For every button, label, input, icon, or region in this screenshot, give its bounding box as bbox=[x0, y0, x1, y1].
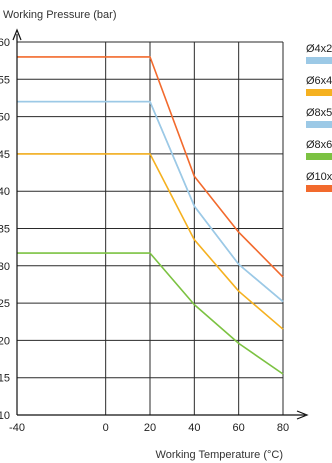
x-axis-arrow bbox=[296, 410, 309, 420]
tick-labels: 10 15 20 25 30 35 40 45 50 55 60 -40 0 20 40 60 80 bbox=[0, 37, 289, 434]
legend-label: Ø4x2 bbox=[306, 43, 332, 55]
y-tick-label: 50 bbox=[0, 112, 10, 124]
y-tick-label: 40 bbox=[0, 186, 10, 198]
legend-swatch bbox=[306, 89, 332, 96]
series-lines bbox=[17, 56, 284, 375]
series-line-4 bbox=[17, 252, 284, 375]
legend-swatch bbox=[306, 121, 332, 128]
y-tick-label: 45 bbox=[0, 149, 10, 161]
y-tick-label: 25 bbox=[0, 298, 10, 310]
y-tick-label: 35 bbox=[0, 224, 10, 236]
legend-label: Ø10x bbox=[306, 171, 332, 183]
x-tick-label: 60 bbox=[233, 422, 245, 434]
x-axis-title: Working Temperature (°C) bbox=[156, 449, 283, 461]
y-axis-title: Working Pressure (bar) bbox=[3, 9, 117, 21]
x-tick-label: 40 bbox=[188, 422, 200, 434]
y-tick-label: 30 bbox=[0, 261, 10, 273]
y-tick-label: 55 bbox=[0, 74, 10, 86]
y-tick-label: 60 bbox=[0, 37, 10, 49]
series-line-5 bbox=[17, 56, 284, 278]
x-tick-label: 20 bbox=[144, 422, 156, 434]
series-line-2 bbox=[17, 153, 284, 330]
legend-swatch bbox=[306, 153, 332, 160]
y-tick-label: 15 bbox=[0, 373, 10, 385]
x-tick-label: 80 bbox=[277, 422, 289, 434]
x-tick-label: 0 bbox=[103, 422, 109, 434]
legend: Ø4x2 Ø6x4 Ø8x5 Ø8x6 Ø10x bbox=[306, 43, 332, 192]
y-tick-label: 10 bbox=[0, 410, 10, 422]
legend-label: Ø6x4 bbox=[306, 75, 332, 87]
axes bbox=[12, 28, 309, 420]
y-tick-label: 20 bbox=[0, 335, 10, 347]
legend-swatch bbox=[306, 57, 332, 64]
x-tick-label: -40 bbox=[9, 422, 25, 434]
legend-label: Ø8x6 bbox=[306, 139, 332, 151]
series-line-3 bbox=[17, 100, 284, 303]
grid bbox=[17, 41, 284, 415]
legend-swatch bbox=[306, 185, 332, 192]
y-axis-arrow bbox=[12, 28, 22, 41]
legend-label: Ø8x5 bbox=[306, 107, 332, 119]
